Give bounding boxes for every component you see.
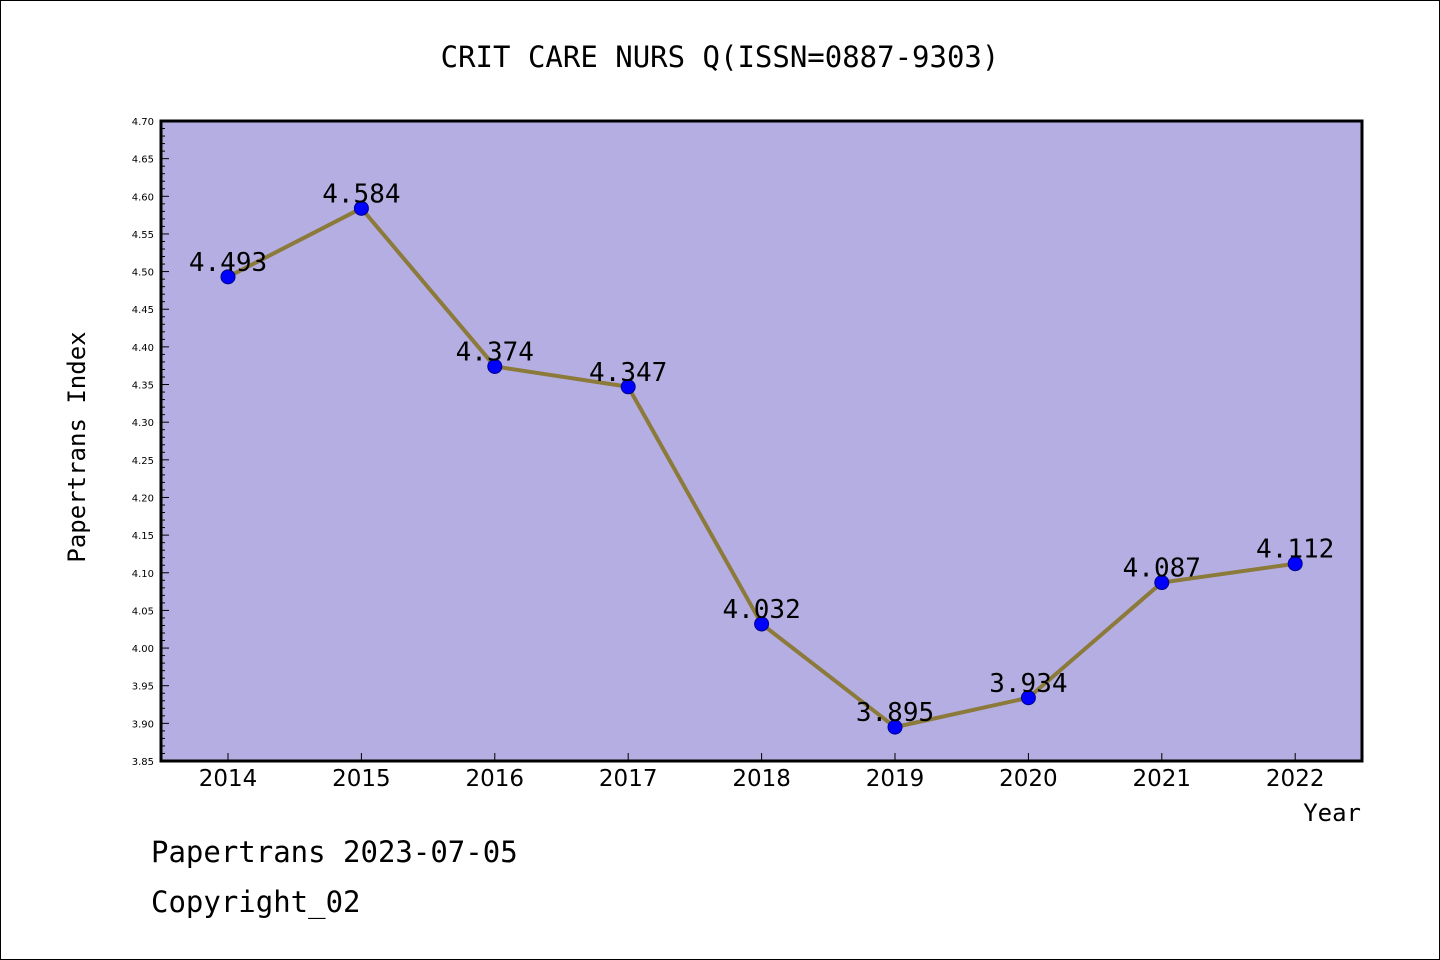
- y-tick-label: 4.65: [132, 155, 154, 166]
- x-tick-label: 2018: [732, 766, 791, 792]
- y-tick-label: 3.85: [132, 757, 154, 768]
- y-tick-label: 4.10: [132, 569, 154, 580]
- x-tick-label: 2022: [1266, 766, 1325, 792]
- x-tick-label: 2015: [332, 766, 391, 792]
- data-point-marker: [620, 379, 636, 395]
- y-tick-label: 4.00: [132, 644, 154, 655]
- y-tick-label: 3.95: [132, 682, 154, 693]
- y-axis-label: Papertrans Index: [63, 331, 91, 562]
- data-point-marker: [353, 200, 369, 216]
- x-tick-label: 2017: [599, 766, 658, 792]
- y-tick-label: 4.50: [132, 268, 154, 279]
- data-point-marker: [487, 358, 503, 374]
- y-tick-label: 4.60: [132, 192, 154, 203]
- y-axis-ticks: 3.85 3.90 3.95 4.00 4.05 4.10 4.15 4.20 4.25 4.30…: [132, 117, 169, 768]
- footer-date-text: Papertrans 2023-07-05: [151, 835, 518, 869]
- plot-area: [161, 121, 1362, 761]
- y-tick-label: 4.35: [132, 381, 154, 392]
- data-point-marker: [220, 269, 236, 285]
- plot-frame: [159, 119, 1364, 763]
- y-tick-label: 4.30: [132, 418, 154, 429]
- y-tick-label: 4.05: [132, 606, 154, 617]
- data-value-label: 3.895: [856, 698, 934, 728]
- data-markers: [220, 200, 1303, 735]
- y-tick-label: 4.15: [132, 531, 154, 542]
- y-tick-label: 4.55: [132, 230, 154, 241]
- data-point-marker: [754, 616, 770, 632]
- data-point-marker: [887, 719, 903, 735]
- y-tick-label: 4.40: [132, 343, 154, 354]
- data-value-label: 4.347: [589, 358, 667, 388]
- y-tick-label: 4.20: [132, 493, 154, 504]
- footer-copyright-text: Copyright_02: [151, 885, 361, 919]
- y-tick-label: 4.45: [132, 305, 154, 316]
- x-axis-ticks: 2014 2015 2016 2017 2018 2019 2020 2021 2022: [199, 753, 1325, 792]
- data-point-marker: [1287, 556, 1303, 572]
- data-value-label: 4.493: [189, 248, 267, 278]
- x-axis-label: Year: [1303, 799, 1361, 827]
- data-value-label: 4.374: [456, 337, 534, 367]
- data-point-marker: [1154, 575, 1170, 591]
- x-tick-label: 2021: [1133, 766, 1192, 792]
- data-value-label: 4.112: [1256, 535, 1334, 565]
- x-tick-label: 2016: [466, 766, 525, 792]
- y-tick-label: 3.90: [132, 719, 154, 730]
- x-tick-label: 2019: [866, 766, 925, 792]
- x-tick-label: 2014: [199, 766, 258, 792]
- x-tick-label: 2020: [999, 766, 1058, 792]
- data-point-marker: [1020, 690, 1036, 706]
- y-tick-label: 4.25: [132, 456, 154, 467]
- data-value-label: 4.584: [322, 179, 400, 209]
- data-value-label: 4.087: [1123, 554, 1201, 584]
- y-tick-label: 4.70: [132, 117, 154, 128]
- chart-title: CRIT CARE NURS Q(ISSN=0887-9303): [441, 40, 1000, 74]
- data-value-label: 4.032: [722, 595, 800, 625]
- data-labels: 4.493 4.584 4.374 4.347 4.032 3.895 3.934 4.087…: [189, 179, 1334, 728]
- data-value-label: 3.934: [989, 669, 1067, 699]
